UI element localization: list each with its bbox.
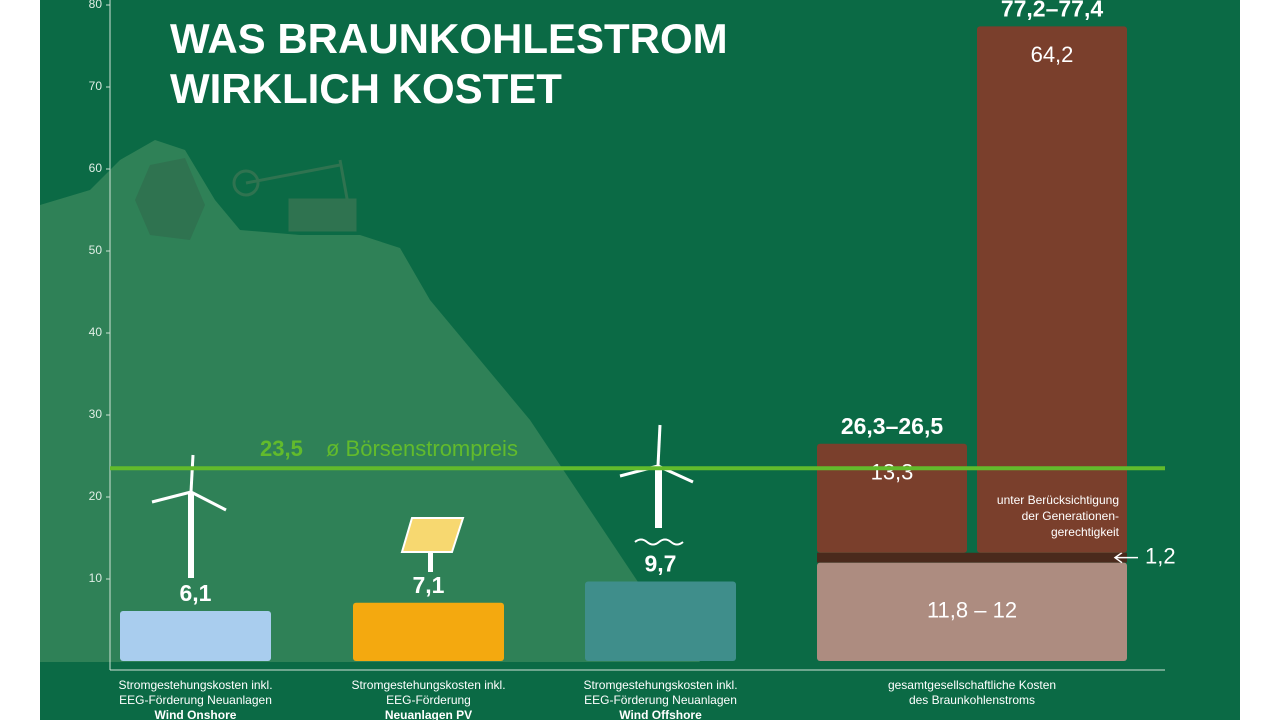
value-label: 6,1	[180, 580, 212, 606]
bar	[585, 581, 736, 661]
y-tick-label: 30	[89, 407, 103, 421]
segment-label: 1,2	[1145, 543, 1176, 568]
solar-icon	[400, 517, 465, 572]
segment-label: 11,8 – 12	[927, 598, 1017, 623]
y-tick-label: 70	[89, 79, 103, 93]
stack-segment	[817, 443, 967, 553]
category-label: gesamtgesellschaftliche Kosten	[888, 678, 1056, 692]
category-label: Stromgestehungskosten inkl.	[118, 678, 272, 692]
value-label: 9,7	[645, 551, 677, 577]
excavator	[232, 159, 357, 232]
segment-note: gerechtigkeit	[1051, 525, 1120, 539]
category-label: Stromgestehungskosten inkl.	[583, 678, 737, 692]
mountain	[40, 140, 700, 662]
category-label: Wind Offshore	[619, 708, 702, 720]
total-label: 77,2–77,4	[1001, 0, 1104, 21]
segment-note: der Generationen-	[1022, 509, 1119, 523]
y-tick-label: 10	[89, 571, 103, 585]
category-label: Stromgestehungskosten inkl.	[351, 678, 505, 692]
category-label: EEG-Förderung	[386, 693, 471, 707]
stack-segment	[977, 26, 1127, 553]
title-line: WIRKLICH KOSTET	[170, 65, 562, 112]
reference-label: ø Börsenstrompreis	[326, 436, 518, 461]
category-label: EEG-Förderung Neuanlagen	[119, 693, 272, 707]
segment-label: 64,2	[1031, 42, 1074, 67]
turbine-icon	[151, 454, 227, 578]
y-tick-label: 50	[89, 243, 103, 257]
stack-segment	[817, 552, 1127, 563]
segment-label: 13,3	[871, 460, 914, 485]
title-line: WAS BRAUNKOHLESTROM	[170, 15, 728, 62]
y-tick-label: 40	[89, 325, 103, 339]
bar	[353, 602, 504, 661]
y-tick-label: 80	[89, 0, 103, 11]
y-tick-label: 20	[89, 489, 103, 503]
category-label: EEG-Förderung Neuanlagen	[584, 693, 737, 707]
category-label: Wind Onshore	[155, 708, 237, 720]
pointer-arrow-head	[1113, 552, 1123, 564]
segment-note: unter Berücksichtigung	[997, 493, 1119, 507]
reference-value: 23,5	[260, 436, 303, 461]
value-label: 7,1	[413, 572, 445, 598]
category-label: Neuanlagen PV	[385, 708, 472, 720]
total-label: 26,3–26,5	[841, 413, 944, 439]
stack-segment	[817, 562, 1127, 661]
category-label: des Braunkohlenstroms	[909, 693, 1035, 707]
y-tick-label: 60	[89, 161, 103, 175]
bar	[120, 610, 271, 661]
rock	[135, 158, 205, 240]
